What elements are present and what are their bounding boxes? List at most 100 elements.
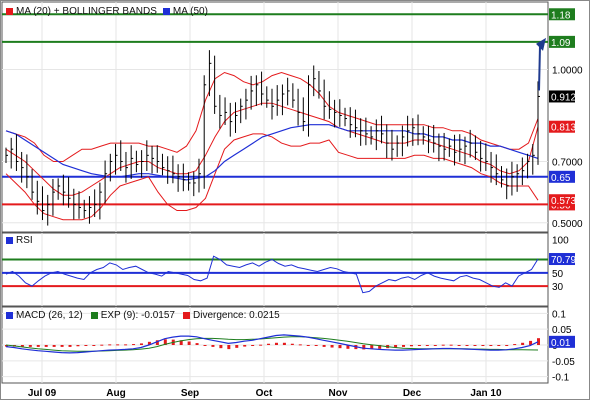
rsi-y-tick-label: 30 [552,282,564,293]
divergence-bar [370,345,374,350]
divergence-bar [306,345,310,346]
macd-value-tag-bg [549,335,575,348]
divergence-bar [282,342,286,345]
divergence-bar [219,345,223,349]
divergence-bar [28,345,32,347]
divergence-bar [132,344,136,346]
divergence-bar [116,344,120,346]
signal-legend-swatch [90,312,98,319]
divergence-bar [147,341,151,345]
price-legend: MA (20) + BOLLINGER BANDS MA (50) [6,6,208,17]
divergence-bar [362,345,366,350]
divergence-bar [163,339,167,345]
price-tag-bg [549,90,575,103]
value-tags: 1.181.090.650.560.9120.81330.573670.790.… [549,8,582,349]
price-tag: 0.8133 [551,123,582,134]
signal-legend-label: EXP (9): -0.0157 [100,310,175,321]
divergence-bar [5,345,8,347]
divergence-bar [274,342,278,345]
divergence-bar [489,345,493,346]
level-tag: 0.65 [551,173,571,184]
divergence-bar [298,344,302,346]
macd-y-tick-label: -0.05 [552,357,575,368]
divergence-bar [449,344,453,346]
divergence-bar [481,345,485,346]
macd-y-tick-label: 0.1 [552,309,566,320]
price-tag: 0.912 [551,92,576,103]
level-tag: 1.18 [551,10,571,21]
divergence-bar [505,345,509,346]
divergence-bar [433,345,437,346]
forecast-arrow-line [538,45,541,91]
price-panel-series [2,13,548,226]
level-tag-bg [549,170,575,183]
macd-y-tick-label: -0.1 [552,373,570,384]
divergence-bar [457,345,461,346]
divergence-bar [529,340,533,345]
divergence-bar [92,345,96,346]
divergence-bar [417,345,421,346]
bollinger-upper-line [5,71,539,162]
divergence-bar [108,344,112,346]
macd-line [5,334,539,354]
rsi-line [5,255,539,294]
divergence-bar [243,345,247,347]
divergence-bar [68,345,72,347]
rsi-y-tick-label: 50 [552,269,564,280]
divergence-legend-swatch [183,312,190,319]
rsi-y-tick-label: 100 [552,236,569,247]
rsi-title: RSI [16,235,33,246]
divergence-bar [537,338,540,345]
rsi-value-tag-bg [549,253,575,266]
price-y-tick-label: 0.5000 [552,219,583,230]
x-tick-label: Sep [181,388,199,399]
rsi-legend: RSI [6,235,33,246]
price-tag-bg [549,120,575,133]
divergence-bar [409,345,413,347]
divergence-bar [402,345,406,347]
divergence-bar [251,345,255,346]
divergence-bar [346,345,350,349]
x-tick-label: Nov [329,388,348,399]
divergence-legend-label: Divergence: 0.0215 [193,310,280,321]
price-tag: 0.5736 [551,196,582,207]
divergence-bar [36,345,40,347]
forecast-arrow-head [536,37,546,51]
divergence-bar [521,342,525,345]
price-panel-frame [1,1,549,233]
divergence-bar [330,345,334,348]
x-tick-label: Dec [403,388,422,399]
divergence-bar [322,345,326,347]
divergence-bar [267,343,271,345]
divergence-bar [139,343,143,345]
divergence-bar [187,341,191,345]
rsi-panel-frame [1,232,549,307]
grid-lines [2,2,548,383]
divergence-bar [100,344,104,346]
rsi-value-tag: 70.79 [551,255,576,266]
divergence-bar [394,345,398,348]
price-tag-bg [549,194,575,207]
divergence-bar [227,345,231,350]
divergence-bar [378,345,382,349]
divergence-bar [155,340,159,345]
macd-legend-swatch [6,312,13,319]
divergence-bar [203,345,207,346]
divergence-bar [465,345,469,346]
macd-legend-label: MACD (26, 12) [16,310,83,321]
divergence-bar [290,343,294,345]
level-tag: 1.09 [551,38,571,49]
divergence-bar [124,344,128,346]
divergence-bar [84,345,88,346]
divergence-bar [425,345,429,346]
divergence-bar [195,343,199,345]
divergence-bar [513,344,517,346]
level-tag-bg [549,8,575,21]
x-tick-label: Oct [256,388,273,399]
axis-tick-labels: 1.00000.70000.500010050300.10.050-0.05-0… [28,65,583,399]
x-tick-label: Jan 10 [470,388,502,399]
level-tag-bg [549,35,575,48]
price-y-tick-label: 0.7000 [552,157,583,168]
